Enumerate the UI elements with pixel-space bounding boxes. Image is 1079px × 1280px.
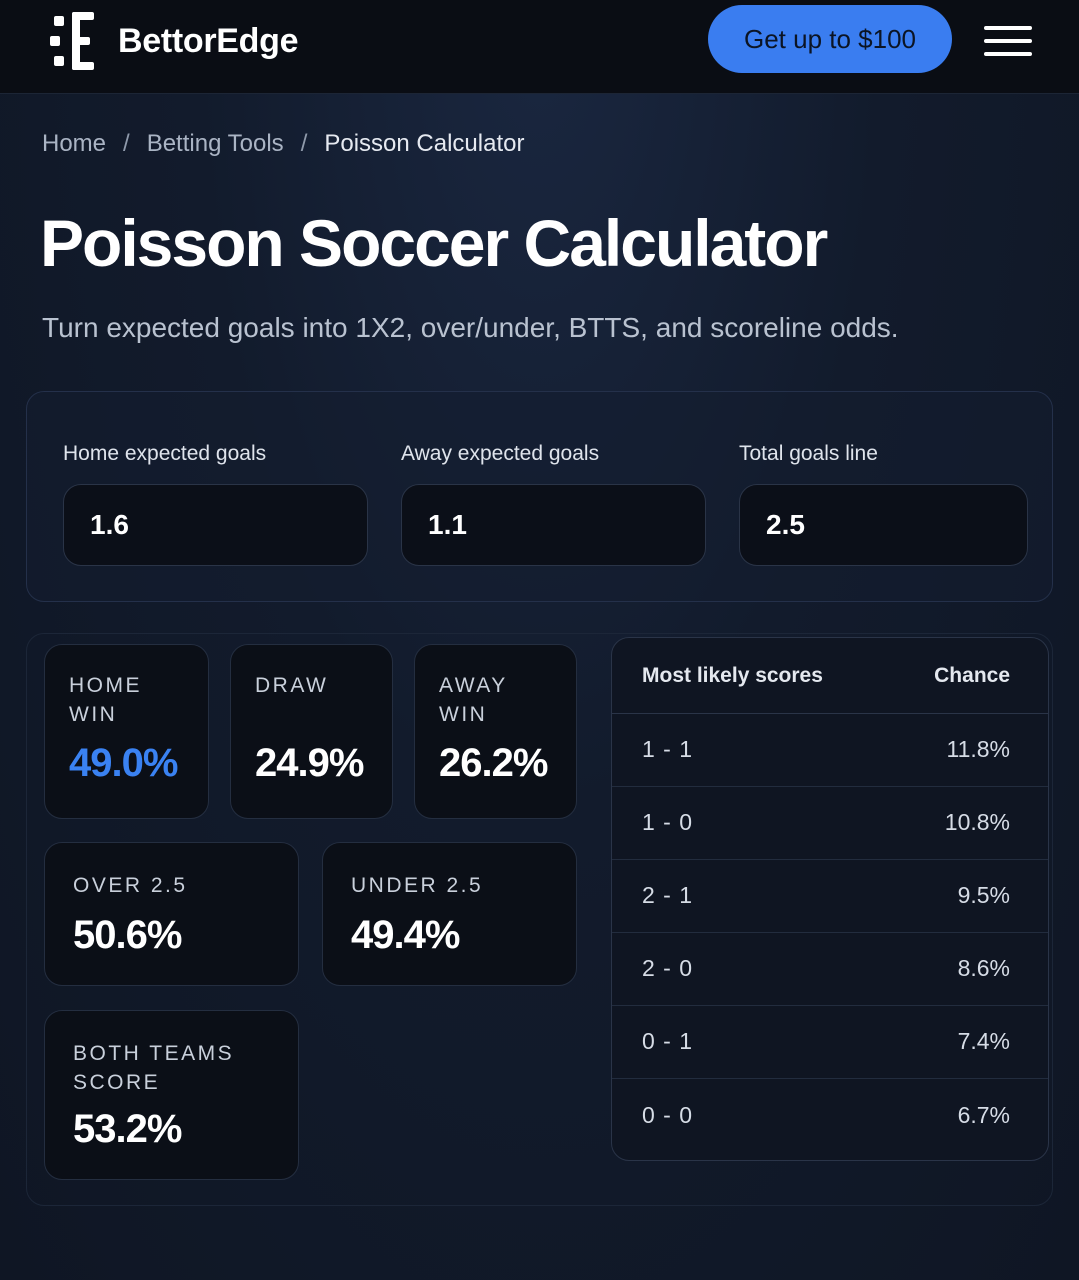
top-navbar: BettorEdge Get up to $100 bbox=[0, 0, 1079, 94]
table-row: 2 - 0 8.6% bbox=[612, 933, 1048, 1006]
brand-name: BettorEdge bbox=[118, 21, 299, 60]
over-value: 50.6% bbox=[73, 913, 182, 957]
hamburger-menu-icon[interactable] bbox=[984, 24, 1034, 58]
chance-cell: 10.8% bbox=[944, 809, 1010, 835]
score-cell: 1 - 1 bbox=[642, 736, 694, 762]
away-win-label: AWAY WIN bbox=[439, 674, 508, 726]
away-xg-input[interactable]: 1.1 bbox=[401, 484, 706, 566]
score-cell: 0 - 1 bbox=[642, 1028, 694, 1054]
signup-bonus-button[interactable]: Get up to $100 bbox=[708, 5, 952, 73]
over-card: OVER 2.5 50.6% bbox=[44, 842, 299, 986]
btts-card: BOTH TEAMS SCORE 53.2% bbox=[44, 1010, 299, 1180]
table-row: 1 - 0 10.8% bbox=[612, 787, 1048, 860]
draw-card: DRAW 24.9% bbox=[230, 644, 393, 819]
total-line-label: Total goals line bbox=[739, 442, 878, 465]
chance-cell: 8.6% bbox=[957, 955, 1010, 981]
breadcrumb-home[interactable]: Home bbox=[42, 130, 107, 157]
breadcrumb-current: Poisson Calculator bbox=[324, 130, 525, 157]
total-line-input[interactable]: 2.5 bbox=[739, 484, 1028, 566]
breadcrumb-separator: / bbox=[123, 130, 130, 157]
away-xg-label: Away expected goals bbox=[401, 442, 600, 465]
page-subtitle: Turn expected goals into 1X2, over/under… bbox=[42, 312, 899, 343]
score-cell: 2 - 1 bbox=[642, 882, 694, 908]
draw-label: DRAW bbox=[255, 674, 329, 697]
table-row: 1 - 1 11.8% bbox=[612, 714, 1048, 787]
away-win-value: 26.2% bbox=[439, 741, 548, 785]
btts-value: 53.2% bbox=[73, 1107, 182, 1151]
home-win-label: HOME WIN bbox=[69, 674, 142, 726]
btts-label: BOTH TEAMS SCORE bbox=[73, 1042, 235, 1094]
under-label: UNDER 2.5 bbox=[351, 874, 484, 897]
away-win-card: AWAY WIN 26.2% bbox=[414, 644, 577, 819]
breadcrumb-separator: / bbox=[300, 130, 308, 157]
under-value: 49.4% bbox=[351, 913, 460, 957]
inputs-panel: Home expected goals 1.6 Away expected go… bbox=[26, 391, 1053, 602]
under-card: UNDER 2.5 49.4% bbox=[322, 842, 577, 986]
chance-cell: 7.4% bbox=[957, 1028, 1010, 1054]
score-cell: 0 - 0 bbox=[642, 1102, 694, 1128]
chance-column-header: Chance bbox=[934, 664, 1010, 687]
score-column-header: Most likely scores bbox=[642, 664, 823, 687]
draw-value: 24.9% bbox=[255, 741, 364, 785]
table-row: 0 - 0 6.7% bbox=[612, 1080, 1048, 1153]
likely-scores-table: Most likely scores Chance 1 - 1 11.8% 1 … bbox=[611, 637, 1049, 1161]
breadcrumb: Home / Betting Tools / Poisson Calculato… bbox=[42, 130, 524, 158]
home-win-card: HOME WIN 49.0% bbox=[44, 644, 209, 819]
table-header: Most likely scores Chance bbox=[612, 638, 1048, 714]
page-title: Poisson Soccer Calculator bbox=[40, 206, 828, 280]
home-win-value: 49.0% bbox=[69, 741, 178, 785]
breadcrumb-betting-tools[interactable]: Betting Tools bbox=[146, 130, 284, 157]
score-cell: 1 - 0 bbox=[642, 809, 694, 835]
chance-cell: 6.7% bbox=[957, 1102, 1010, 1128]
score-cell: 2 - 0 bbox=[642, 955, 694, 981]
table-row: 0 - 1 7.4% bbox=[612, 1006, 1048, 1079]
home-xg-input[interactable]: 1.6 bbox=[63, 484, 368, 566]
chance-cell: 9.5% bbox=[957, 882, 1010, 908]
chance-cell: 11.8% bbox=[946, 736, 1010, 762]
table-row: 2 - 1 9.5% bbox=[612, 860, 1048, 933]
home-xg-label: Home expected goals bbox=[63, 442, 267, 465]
bettoredge-logo-icon bbox=[50, 12, 98, 70]
brand-logo[interactable]: BettorEdge bbox=[50, 12, 299, 70]
over-label: OVER 2.5 bbox=[73, 874, 188, 897]
